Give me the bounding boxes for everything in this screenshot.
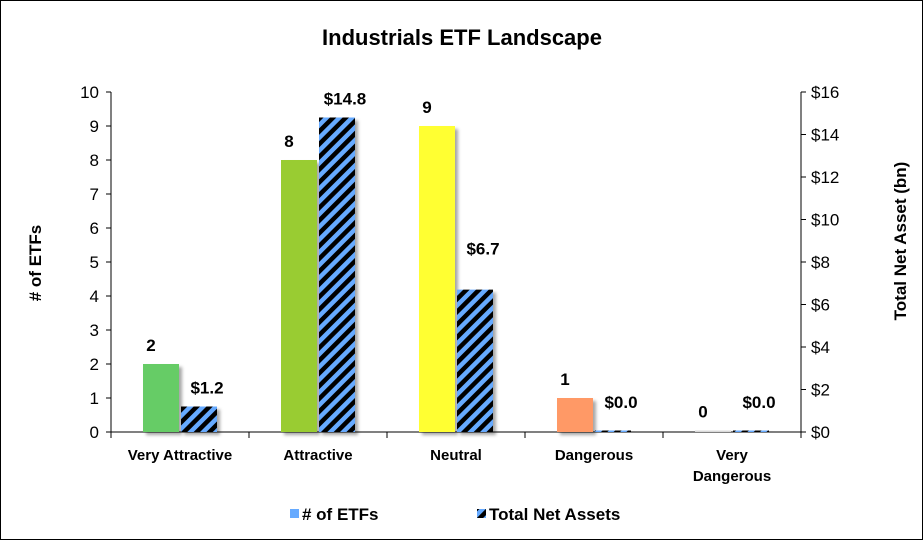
y-right-tick-label: $4 <box>811 338 830 357</box>
bar-etf-count <box>143 364 179 432</box>
y-right-tick-label: $12 <box>811 168 839 187</box>
y-left-tick-label: 3 <box>90 321 99 340</box>
bar-net-assets <box>319 117 355 432</box>
y-left-tick-label: 4 <box>90 287 99 306</box>
y-left-tick-label: 10 <box>80 83 99 102</box>
data-label-net-assets: $0.0 <box>604 393 637 412</box>
y-left-tick-label: 9 <box>90 117 99 136</box>
data-label-etf-count: 9 <box>422 98 431 117</box>
y-right-tick-label: $10 <box>811 211 839 230</box>
data-label-etf-count: 8 <box>284 132 293 151</box>
category-labels: Very Attractive Attractive Neutral Dangerou… <box>128 447 771 485</box>
legend-label-etf-count: # of ETFs <box>302 505 379 524</box>
bar-etf-count <box>695 430 731 432</box>
legend-label-net-assets: Total Net Assets <box>489 505 620 524</box>
legend-swatch-etf-count <box>290 509 299 518</box>
legend: # of ETFs Total Net Assets <box>290 505 620 524</box>
y-right-tick-label: $8 <box>811 253 830 272</box>
y-left-tick-label: 0 <box>90 423 99 442</box>
y-left-tick-label: 8 <box>90 151 99 170</box>
y-right-tick-label: $6 <box>811 296 830 315</box>
y-right-tick-label: $14 <box>811 126 839 145</box>
bar-etf-count <box>281 160 317 432</box>
y-left-tick-label: 2 <box>90 355 99 374</box>
y-right-tick-label: $2 <box>811 381 830 400</box>
bar-net-assets <box>181 406 217 432</box>
y-left-tick-label: 6 <box>90 219 99 238</box>
data-label-etf-count: 2 <box>146 336 155 355</box>
legend-swatch-net-assets <box>477 509 486 518</box>
category-label: Very Dangerous <box>693 447 771 485</box>
y-left-tick-label: 1 <box>90 389 99 408</box>
category-label: Very Attractive <box>128 447 233 464</box>
data-label-net-assets: $6.7 <box>466 240 499 259</box>
y-axis-right-label: Total Net Asset (bn) <box>891 162 910 321</box>
chart-title: Industrials ETF Landscape <box>322 25 602 50</box>
bar-net-assets <box>595 430 631 432</box>
category-label: Attractive <box>283 447 352 464</box>
data-label-net-assets: $0.0 <box>742 393 775 412</box>
data-label-etf-count: 0 <box>698 403 707 422</box>
bar-etf-count <box>557 398 593 432</box>
category-label: Dangerous <box>555 447 633 464</box>
data-labels: 2 $1.2 8 $14.8 9 $6.7 1 $0.0 0 $0.0 <box>146 90 775 422</box>
y-right-tick-label: $16 <box>811 83 839 102</box>
y-axis-left-label: # of ETFs <box>26 225 45 302</box>
y-right-tick-label: $0 <box>811 423 830 442</box>
bar-net-assets <box>733 430 769 432</box>
data-label-net-assets: $14.8 <box>324 90 367 109</box>
bars <box>143 117 769 432</box>
bar-net-assets <box>457 289 493 432</box>
bar-etf-count <box>419 126 455 432</box>
data-label-etf-count: 1 <box>560 370 569 389</box>
category-label: Neutral <box>430 447 482 464</box>
y-left-tick-label: 7 <box>90 185 99 204</box>
y-left-tick-label: 5 <box>90 253 99 272</box>
data-label-net-assets: $1.2 <box>190 379 223 398</box>
